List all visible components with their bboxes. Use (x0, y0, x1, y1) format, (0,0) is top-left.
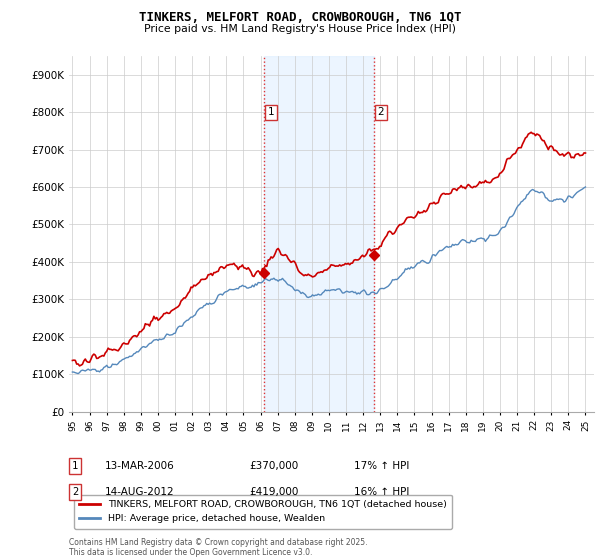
Text: 17% ↑ HPI: 17% ↑ HPI (354, 461, 409, 471)
Text: 1: 1 (72, 461, 78, 471)
Text: 2: 2 (377, 107, 384, 117)
Text: 1: 1 (268, 107, 274, 117)
Text: Contains HM Land Registry data © Crown copyright and database right 2025.
This d: Contains HM Land Registry data © Crown c… (69, 538, 367, 557)
Legend: TINKERS, MELFORT ROAD, CROWBOROUGH, TN6 1QT (detached house), HPI: Average price: TINKERS, MELFORT ROAD, CROWBOROUGH, TN6 … (74, 494, 452, 529)
Text: £419,000: £419,000 (249, 487, 298, 497)
Text: £370,000: £370,000 (249, 461, 298, 471)
Text: TINKERS, MELFORT ROAD, CROWBOROUGH, TN6 1QT: TINKERS, MELFORT ROAD, CROWBOROUGH, TN6 … (139, 11, 461, 24)
Text: 16% ↑ HPI: 16% ↑ HPI (354, 487, 409, 497)
Text: 2: 2 (72, 487, 78, 497)
Text: 13-MAR-2006: 13-MAR-2006 (105, 461, 175, 471)
Text: Price paid vs. HM Land Registry's House Price Index (HPI): Price paid vs. HM Land Registry's House … (144, 24, 456, 34)
Text: 14-AUG-2012: 14-AUG-2012 (105, 487, 175, 497)
